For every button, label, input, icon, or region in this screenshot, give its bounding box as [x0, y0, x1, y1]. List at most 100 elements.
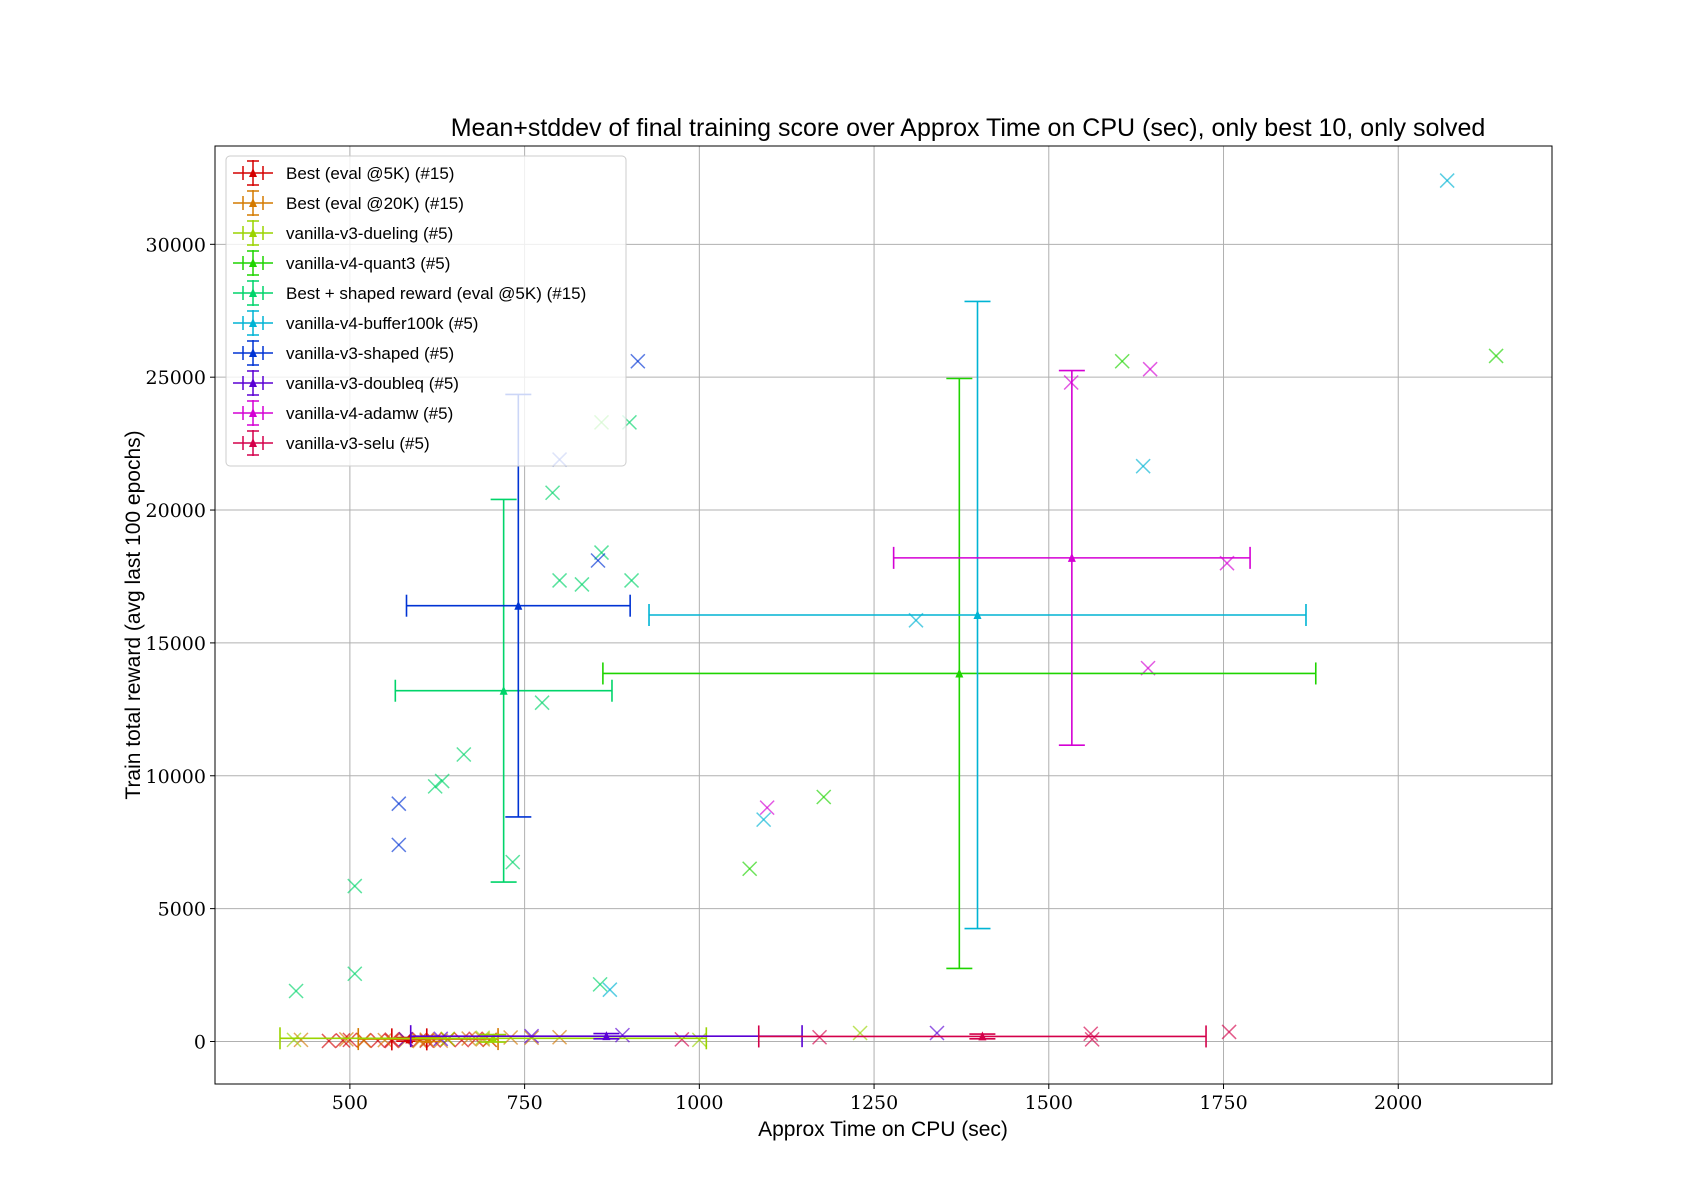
scatter-point	[286, 1032, 302, 1048]
x-tick-label: 500	[332, 1092, 368, 1114]
legend-item: Best + shaped reward (eval @5K) (#15)	[233, 280, 586, 306]
legend-label: Best (eval @20K) (#15)	[286, 194, 464, 213]
legend-swatch-marker	[249, 318, 257, 327]
scatter-point-stroke	[342, 1032, 358, 1048]
scatter-point-stroke	[759, 800, 775, 816]
legend-swatch-marker	[249, 168, 257, 177]
scatter-point-stroke	[624, 572, 640, 588]
y-tick-label: 20000	[146, 500, 206, 522]
scatter-point-stroke	[545, 485, 561, 501]
scatter-point	[602, 982, 618, 998]
scatter-point	[552, 1029, 568, 1045]
scatter-point-stroke	[552, 572, 568, 588]
scatter-points-group	[286, 173, 1504, 1049]
legend-item: Best (eval @5K) (#15)	[233, 160, 454, 186]
legend-label: vanilla-v4-buffer100k (#5)	[286, 314, 478, 333]
scatter-point-stroke	[1221, 1024, 1237, 1040]
scatter-point-stroke	[1439, 173, 1455, 189]
scatter-point-stroke	[552, 1029, 568, 1045]
scatter-point	[1083, 1026, 1099, 1042]
legend-label: vanilla-v4-adamw (#5)	[286, 404, 453, 423]
series-layer	[279, 173, 1504, 1051]
scatter-point-stroke	[1142, 361, 1158, 377]
x-tick-label: 750	[506, 1092, 542, 1114]
scatter-point	[377, 1032, 393, 1048]
scatter-point-stroke	[590, 552, 606, 569]
plot-frame	[214, 145, 1553, 1085]
legend-label: vanilla-v3-doubleq (#5)	[286, 374, 459, 393]
legend-item: vanilla-v4-adamw (#5)	[233, 400, 453, 426]
legend-swatch-marker	[249, 198, 257, 207]
scatter-point	[929, 1025, 945, 1041]
scatter-point	[1084, 1031, 1100, 1047]
legend-label: vanilla-v3-selu (#5)	[286, 434, 430, 453]
legend-box	[225, 155, 627, 467]
scatter-point	[391, 796, 407, 812]
mean-marker	[1067, 552, 1076, 562]
mean-marker	[955, 668, 964, 678]
errorbars-group	[279, 300, 1317, 1051]
scatter-point	[456, 746, 472, 763]
scatter-point	[552, 572, 568, 588]
scatter-point	[816, 789, 832, 805]
mean-marker	[602, 1031, 611, 1041]
scatter-point	[356, 1033, 372, 1049]
scatter-point-stroke	[742, 861, 758, 877]
mean-marker	[489, 1033, 498, 1043]
y-tick-label: 30000	[146, 234, 206, 256]
mean-marker	[514, 600, 523, 610]
scatter-point-stroke	[602, 982, 618, 998]
errorbar	[409, 1025, 803, 1048]
scatter-point	[347, 966, 363, 982]
scatter-point	[505, 854, 521, 870]
scatter-point	[347, 878, 363, 894]
legend-item: Best (eval @20K) (#15)	[233, 190, 464, 216]
scatter-point-stroke	[427, 778, 443, 794]
scatter-point	[574, 576, 590, 592]
mean-marker	[973, 610, 982, 619]
scatter-point	[614, 1027, 630, 1043]
errorbar	[757, 1025, 1207, 1048]
scatter-point-stroke	[593, 545, 610, 561]
scatter-point	[630, 353, 646, 369]
scatter-point-stroke	[756, 812, 772, 828]
scatter-point-stroke	[347, 966, 363, 982]
legend-swatch-marker	[249, 438, 257, 447]
plot-area	[279, 173, 1504, 1051]
scatter-point-stroke	[391, 796, 407, 812]
y-tick-label: 15000	[146, 633, 206, 655]
scatter-point-stroke	[1083, 1026, 1099, 1042]
legend-swatch-marker	[249, 228, 257, 237]
scatter-point-stroke	[505, 854, 521, 870]
scatter-point-stroke	[929, 1025, 945, 1041]
scatter-point-stroke	[592, 976, 608, 992]
legend-label: vanilla-v4-quant3 (#5)	[286, 254, 450, 273]
scatter-point	[1439, 173, 1455, 189]
legend-swatch-marker	[249, 348, 257, 357]
legend-item: vanilla-v3-dueling (#5)	[233, 220, 453, 246]
scatter-point-stroke	[370, 1033, 386, 1049]
legend: Best (eval @5K) (#15) Best (eval @20K) (#…	[225, 155, 627, 467]
legend-label: vanilla-v3-dueling (#5)	[286, 224, 453, 243]
errorbar	[892, 369, 1251, 747]
scatter-point	[624, 572, 640, 588]
scatter-point	[1142, 361, 1158, 377]
legend-swatch-marker	[249, 408, 257, 417]
scatter-point-stroke	[691, 1032, 707, 1048]
scatter-point-stroke	[335, 1032, 351, 1048]
scatter-point-stroke	[816, 789, 832, 805]
scatter-point	[593, 545, 610, 561]
scatter-point	[545, 485, 561, 501]
legend-label: Best + shaped reward (eval @5K) (#15)	[286, 284, 586, 303]
scatter-point	[1135, 458, 1151, 474]
legend-swatch-marker	[249, 288, 257, 297]
scatter-point-stroke	[377, 1032, 393, 1048]
scatter-point-stroke	[1488, 348, 1504, 364]
legend-label: vanilla-v3-shaped (#5)	[286, 344, 454, 363]
scatter-point	[434, 773, 450, 789]
errorbar	[279, 1027, 708, 1050]
scatter-point	[691, 1032, 707, 1048]
scatter-point	[1488, 348, 1504, 364]
legend-item: vanilla-v4-quant3 (#5)	[233, 250, 450, 276]
